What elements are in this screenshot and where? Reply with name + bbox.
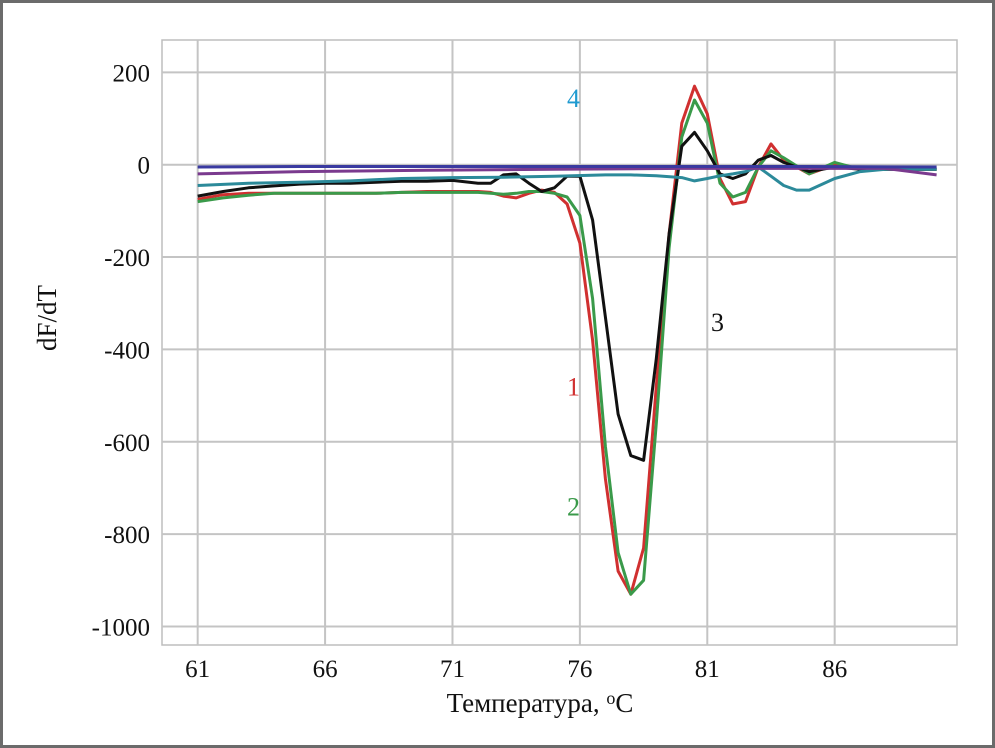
y-tick-label: -400 [104,337,150,364]
curve-label-4: 4 [567,84,580,113]
y-tick-labels: 200 0 -200 -400 -600 -800 -1000 [92,60,150,641]
series-group [197,84,937,596]
series-line-4 [197,165,937,192]
series-line-extra-4 [197,166,937,177]
plot-area [161,39,958,646]
series-line-2 [197,98,937,596]
x-tick-label: 61 [185,656,210,683]
y-tick-label: -800 [104,522,150,549]
y-tick-label: 0 [138,153,151,180]
grid [162,40,957,645]
y-tick-label: -1000 [92,615,150,642]
x-tick-label: 86 [822,656,847,683]
x-axis-title: Температура, oC [447,688,634,718]
series-line-3 [197,130,937,462]
x-tick-labels: 61 66 71 76 81 86 [185,656,847,683]
curve-label-3: 3 [711,308,724,337]
series-line-extra-5 [197,165,937,169]
curve-label-1: 1 [567,373,580,402]
curve-label-2: 2 [567,493,580,522]
x-tick-label: 71 [440,656,465,683]
x-tick-label: 66 [313,656,338,683]
y-tick-label: -600 [104,430,150,457]
x-tick-label: 81 [695,656,720,683]
y-axis-title: dF/dT [32,284,62,351]
curve-annotations: 1 2 3 4 [567,84,724,522]
y-tick-label: -200 [104,245,150,272]
x-tick-label: 76 [567,656,592,683]
y-tick-label: 200 [113,60,151,87]
